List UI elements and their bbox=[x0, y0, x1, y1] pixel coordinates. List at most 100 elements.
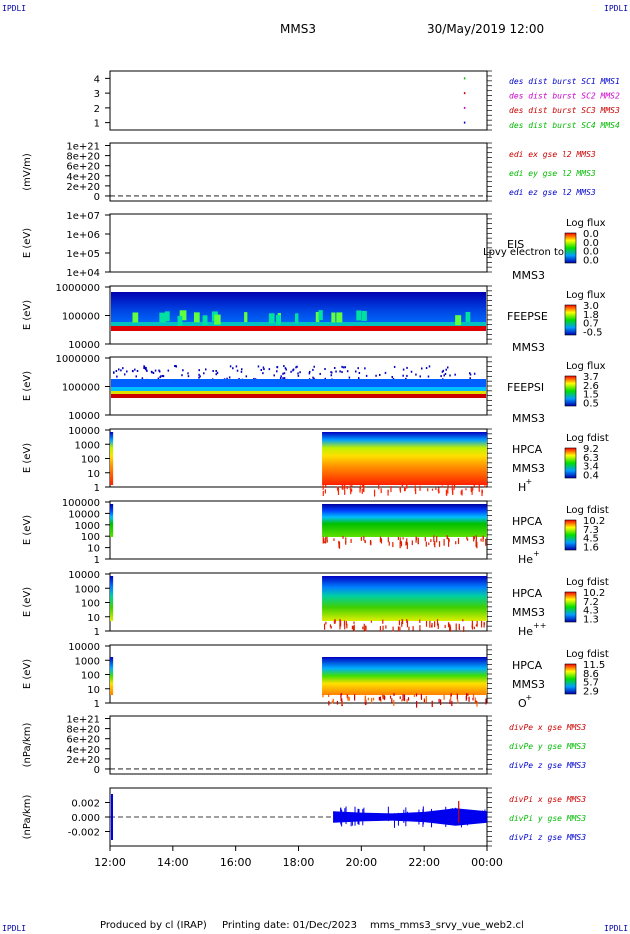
hpca-speck bbox=[399, 696, 401, 699]
hpca-speck bbox=[467, 538, 469, 541]
y-tick-label: 100 bbox=[81, 532, 100, 543]
feepsi-speck bbox=[216, 371, 219, 374]
feepsi-speck bbox=[198, 376, 200, 379]
feepsi-speck bbox=[276, 370, 278, 373]
colorbar-title: Log fdist bbox=[566, 577, 609, 588]
hpca-speck bbox=[371, 697, 373, 704]
feepse-burst bbox=[132, 312, 139, 323]
hpca-speck bbox=[378, 696, 381, 701]
colorbar-label: 1.3 bbox=[583, 614, 599, 625]
y-tick-label: 4e+20 bbox=[66, 745, 100, 756]
hpca-speck bbox=[441, 485, 443, 488]
feepsi-speck bbox=[257, 365, 260, 368]
y-axis-label: E (eV) bbox=[22, 300, 33, 330]
hpca-speck bbox=[405, 541, 407, 546]
hpca-speck bbox=[344, 489, 346, 495]
hpca-spectrogram bbox=[110, 432, 114, 485]
colorbar-title: Log fdist bbox=[566, 649, 609, 660]
hpca-speck bbox=[323, 623, 326, 630]
y-tick-label: 100 bbox=[81, 455, 100, 466]
hpca-speck bbox=[345, 541, 347, 545]
hpca-speck bbox=[417, 537, 419, 545]
feepsi-speck bbox=[162, 375, 165, 378]
hpca-speck bbox=[444, 624, 446, 629]
hpca-speck bbox=[429, 620, 431, 628]
hpca-speck bbox=[345, 537, 347, 543]
feepsi-speck bbox=[157, 377, 160, 380]
feepsi-speck bbox=[341, 371, 343, 374]
burst-mark bbox=[463, 92, 466, 95]
feepsi-speck bbox=[415, 373, 417, 376]
y-tick-label: 1e+07 bbox=[66, 211, 100, 222]
feepsi-speck bbox=[342, 366, 345, 369]
hpca-speck bbox=[419, 625, 421, 631]
hpca-speck bbox=[478, 483, 480, 487]
feepsi-speck bbox=[135, 375, 137, 378]
hpca-speck bbox=[412, 626, 414, 631]
legend-label: edi ex gse l2 MMS3 bbox=[509, 150, 596, 159]
feepsi-speck bbox=[152, 371, 155, 374]
colorbar-label: 7.3 bbox=[583, 525, 599, 536]
hpca-speck bbox=[336, 700, 339, 705]
x-tick-label: 00:00 bbox=[471, 856, 503, 869]
y-tick-label: -0.002 bbox=[68, 828, 100, 839]
hpca-speck bbox=[342, 535, 344, 539]
hpca-speck bbox=[343, 620, 346, 627]
hpca-speck bbox=[484, 485, 486, 488]
feepsi-speck bbox=[285, 368, 287, 371]
hpca-speck bbox=[334, 619, 336, 623]
hpca-speck bbox=[350, 489, 352, 495]
hpca-speck bbox=[406, 542, 408, 550]
feepse-burst bbox=[294, 313, 299, 324]
hpca-speck bbox=[369, 539, 372, 545]
hpca-speck bbox=[351, 483, 353, 487]
hpca-speck bbox=[399, 626, 401, 631]
hpca-speck bbox=[340, 620, 342, 627]
hpca-speck bbox=[419, 485, 421, 491]
hpca-spectrogram bbox=[322, 432, 487, 485]
hpca-speck bbox=[438, 487, 440, 494]
hpca-speck bbox=[415, 700, 418, 708]
colorbar-label: 10.2 bbox=[583, 588, 605, 599]
feepsi-speck bbox=[446, 366, 449, 369]
x-tick-label: 20:00 bbox=[345, 856, 377, 869]
feepse-burst bbox=[276, 315, 281, 326]
extra-label: Lpvy electron to bbox=[483, 247, 564, 258]
feepse-burst bbox=[465, 311, 471, 322]
y-tick-label: 2e+20 bbox=[66, 755, 100, 766]
y-axis-label: E (eV) bbox=[22, 443, 33, 473]
feepsi-speck bbox=[235, 365, 238, 368]
hpca-speck bbox=[486, 483, 488, 486]
burst-mark bbox=[463, 77, 466, 80]
feepsi-speck bbox=[158, 369, 160, 372]
hpca-speck bbox=[435, 487, 437, 490]
hpca-speck bbox=[353, 624, 355, 632]
y-axis-label: E (eV) bbox=[22, 587, 33, 617]
panel-frame-0 bbox=[109, 70, 488, 131]
feepsi-speck bbox=[182, 369, 184, 372]
feepse-burst bbox=[164, 311, 170, 322]
ion-label: He bbox=[518, 553, 533, 566]
hpca-speck bbox=[453, 485, 455, 490]
feepsi-speck bbox=[159, 376, 161, 379]
feepse-burst bbox=[179, 310, 187, 321]
y-tick-label: 1e+21 bbox=[66, 715, 100, 726]
hpca-speck bbox=[325, 484, 327, 488]
hpca-speck bbox=[425, 695, 427, 703]
y-tick-label: 1000 bbox=[75, 656, 100, 667]
hpca-speck bbox=[415, 693, 418, 697]
feepsi-speck bbox=[406, 366, 408, 369]
hpca-speck bbox=[328, 693, 330, 698]
hpca-speck bbox=[345, 620, 347, 626]
feepse-burst bbox=[268, 313, 275, 324]
y-tick-label: 1000 bbox=[75, 440, 100, 451]
hpca-speck bbox=[408, 626, 410, 631]
hpca-speck bbox=[399, 537, 401, 545]
hpca-speck bbox=[455, 623, 457, 631]
y-tick-label: 100 bbox=[81, 599, 100, 610]
feepsi-speck bbox=[175, 365, 177, 368]
y-tick-label: 10000 bbox=[68, 340, 100, 351]
hpca-speck bbox=[443, 694, 445, 700]
hpca-speck bbox=[322, 490, 324, 496]
feepsi-speck bbox=[236, 369, 239, 372]
